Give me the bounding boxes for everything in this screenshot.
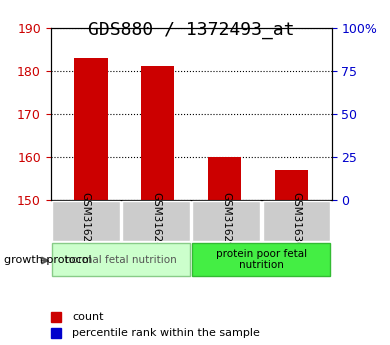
- FancyBboxPatch shape: [52, 243, 190, 276]
- Text: percentile rank within the sample: percentile rank within the sample: [72, 328, 260, 338]
- Bar: [208, 157, 241, 200]
- Text: GSM31629: GSM31629: [221, 193, 231, 249]
- Text: GDS880 / 1372493_at: GDS880 / 1372493_at: [88, 21, 294, 39]
- Text: protein poor fetal
nutrition: protein poor fetal nutrition: [216, 249, 307, 270]
- FancyBboxPatch shape: [192, 201, 260, 241]
- Text: GSM31630: GSM31630: [291, 193, 301, 249]
- FancyBboxPatch shape: [122, 201, 190, 241]
- Text: growth protocol: growth protocol: [4, 256, 92, 265]
- Bar: [275, 170, 308, 200]
- Text: count: count: [72, 313, 104, 322]
- Text: GSM31628: GSM31628: [151, 193, 161, 249]
- FancyBboxPatch shape: [192, 243, 330, 276]
- Bar: [141, 66, 174, 200]
- Text: normal fetal nutrition: normal fetal nutrition: [65, 255, 177, 265]
- FancyBboxPatch shape: [52, 201, 120, 241]
- Bar: [74, 58, 108, 200]
- FancyBboxPatch shape: [262, 201, 330, 241]
- Text: GSM31627: GSM31627: [81, 193, 91, 249]
